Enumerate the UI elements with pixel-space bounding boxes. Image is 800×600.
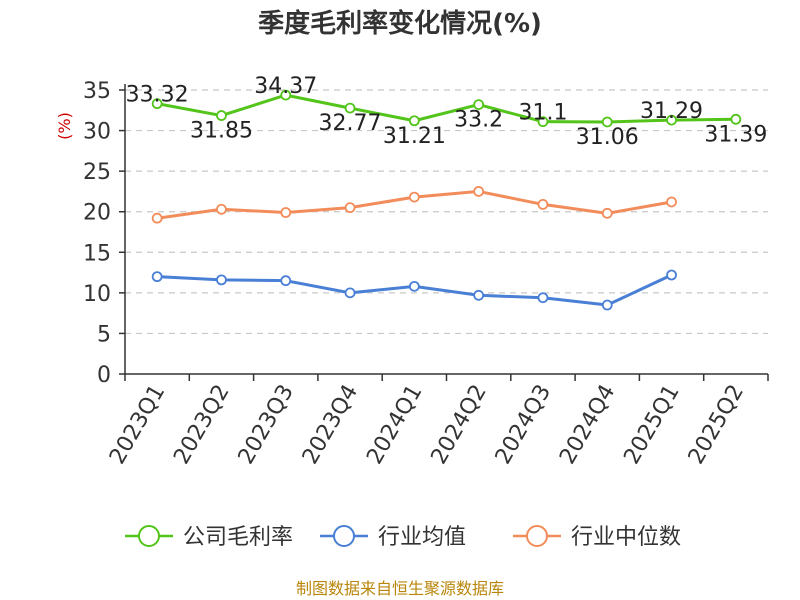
data-point xyxy=(730,113,742,125)
x-tick-label: 2023Q1 xyxy=(105,381,170,469)
data-label: 31.85 xyxy=(190,119,253,144)
chart-title: 季度毛利率变化情况(%) xyxy=(258,8,542,39)
data-point xyxy=(408,191,420,203)
x-tick-label: 2024Q2 xyxy=(427,381,492,469)
data-point xyxy=(537,116,549,128)
data-point xyxy=(666,196,677,208)
y-tick-label: 10 xyxy=(83,282,111,307)
data-label: 31.06 xyxy=(576,125,639,150)
y-tick-label: 25 xyxy=(83,160,111,185)
x-tick-label: 2023Q3 xyxy=(234,381,299,469)
data-point xyxy=(344,102,356,114)
data-point xyxy=(601,207,613,219)
data-point xyxy=(408,115,420,127)
data-label: 34.37 xyxy=(254,74,317,99)
data-point xyxy=(473,99,485,111)
legend-label: 行业均值 xyxy=(378,525,466,550)
data-point xyxy=(408,280,420,292)
y-tick-label: 0 xyxy=(97,363,111,388)
data-point xyxy=(280,89,292,101)
axes xyxy=(119,84,769,381)
x-tick-label: 2023Q4 xyxy=(298,381,363,469)
y-axis-label: (%) xyxy=(55,112,74,140)
x-tick-label: 2024Q3 xyxy=(491,381,556,469)
data-point xyxy=(280,207,292,218)
data-label: 32.77 xyxy=(319,111,382,136)
data-point xyxy=(151,271,163,283)
data-label: 33.2 xyxy=(454,108,503,133)
source-note: 制图数据来自恒生聚源数据库 xyxy=(296,579,504,598)
data-point xyxy=(537,292,549,304)
data-point xyxy=(473,186,485,197)
x-tick-labels: 2023Q12023Q22023Q32023Q42024Q12024Q22024… xyxy=(105,381,749,469)
data-label: 31.29 xyxy=(640,99,703,124)
data-point xyxy=(216,274,227,286)
x-tick-label: 2025Q2 xyxy=(684,381,749,469)
data-point xyxy=(216,203,227,215)
data-point xyxy=(280,275,292,287)
y-tick-label: 15 xyxy=(83,241,111,266)
data-label: 31.21 xyxy=(383,124,446,149)
legend-label: 行业中位数 xyxy=(571,525,681,550)
x-tick-label: 2024Q1 xyxy=(362,381,427,469)
data-point xyxy=(601,299,613,311)
data-point xyxy=(473,289,485,301)
x-tick-label: 2024Q4 xyxy=(555,381,620,469)
series-line xyxy=(156,93,736,124)
data-point xyxy=(666,114,677,126)
x-tick-label: 2025Q1 xyxy=(619,381,684,469)
data-label: 33.32 xyxy=(126,83,189,108)
data-point xyxy=(601,116,613,128)
legend-marker xyxy=(526,525,548,547)
y-tick-label: 5 xyxy=(97,322,111,347)
legend-label: 公司毛利率 xyxy=(183,525,293,550)
data-point xyxy=(344,287,356,299)
y-tick-label: 35 xyxy=(83,79,111,104)
data-point xyxy=(666,269,677,281)
data-label: 31.39 xyxy=(704,122,767,147)
data-point xyxy=(537,199,549,210)
data-point xyxy=(151,212,163,224)
x-tick-label: 2023Q2 xyxy=(169,381,234,469)
y-tick-labels: 0 5 10 15 20 25 30 35 xyxy=(83,79,111,388)
legend-marker xyxy=(138,525,160,547)
data-label: 31.1 xyxy=(518,101,567,126)
legend-marker xyxy=(333,525,355,547)
y-tick-label: 30 xyxy=(83,120,111,145)
grid-lines xyxy=(125,89,768,335)
data-point xyxy=(344,202,356,214)
legend: 公司毛利率 行业均值 行业中位数 xyxy=(125,525,681,550)
data-point xyxy=(151,98,163,110)
series-lines xyxy=(151,89,742,311)
y-tick-label: 20 xyxy=(83,201,111,226)
data-point xyxy=(216,110,227,121)
